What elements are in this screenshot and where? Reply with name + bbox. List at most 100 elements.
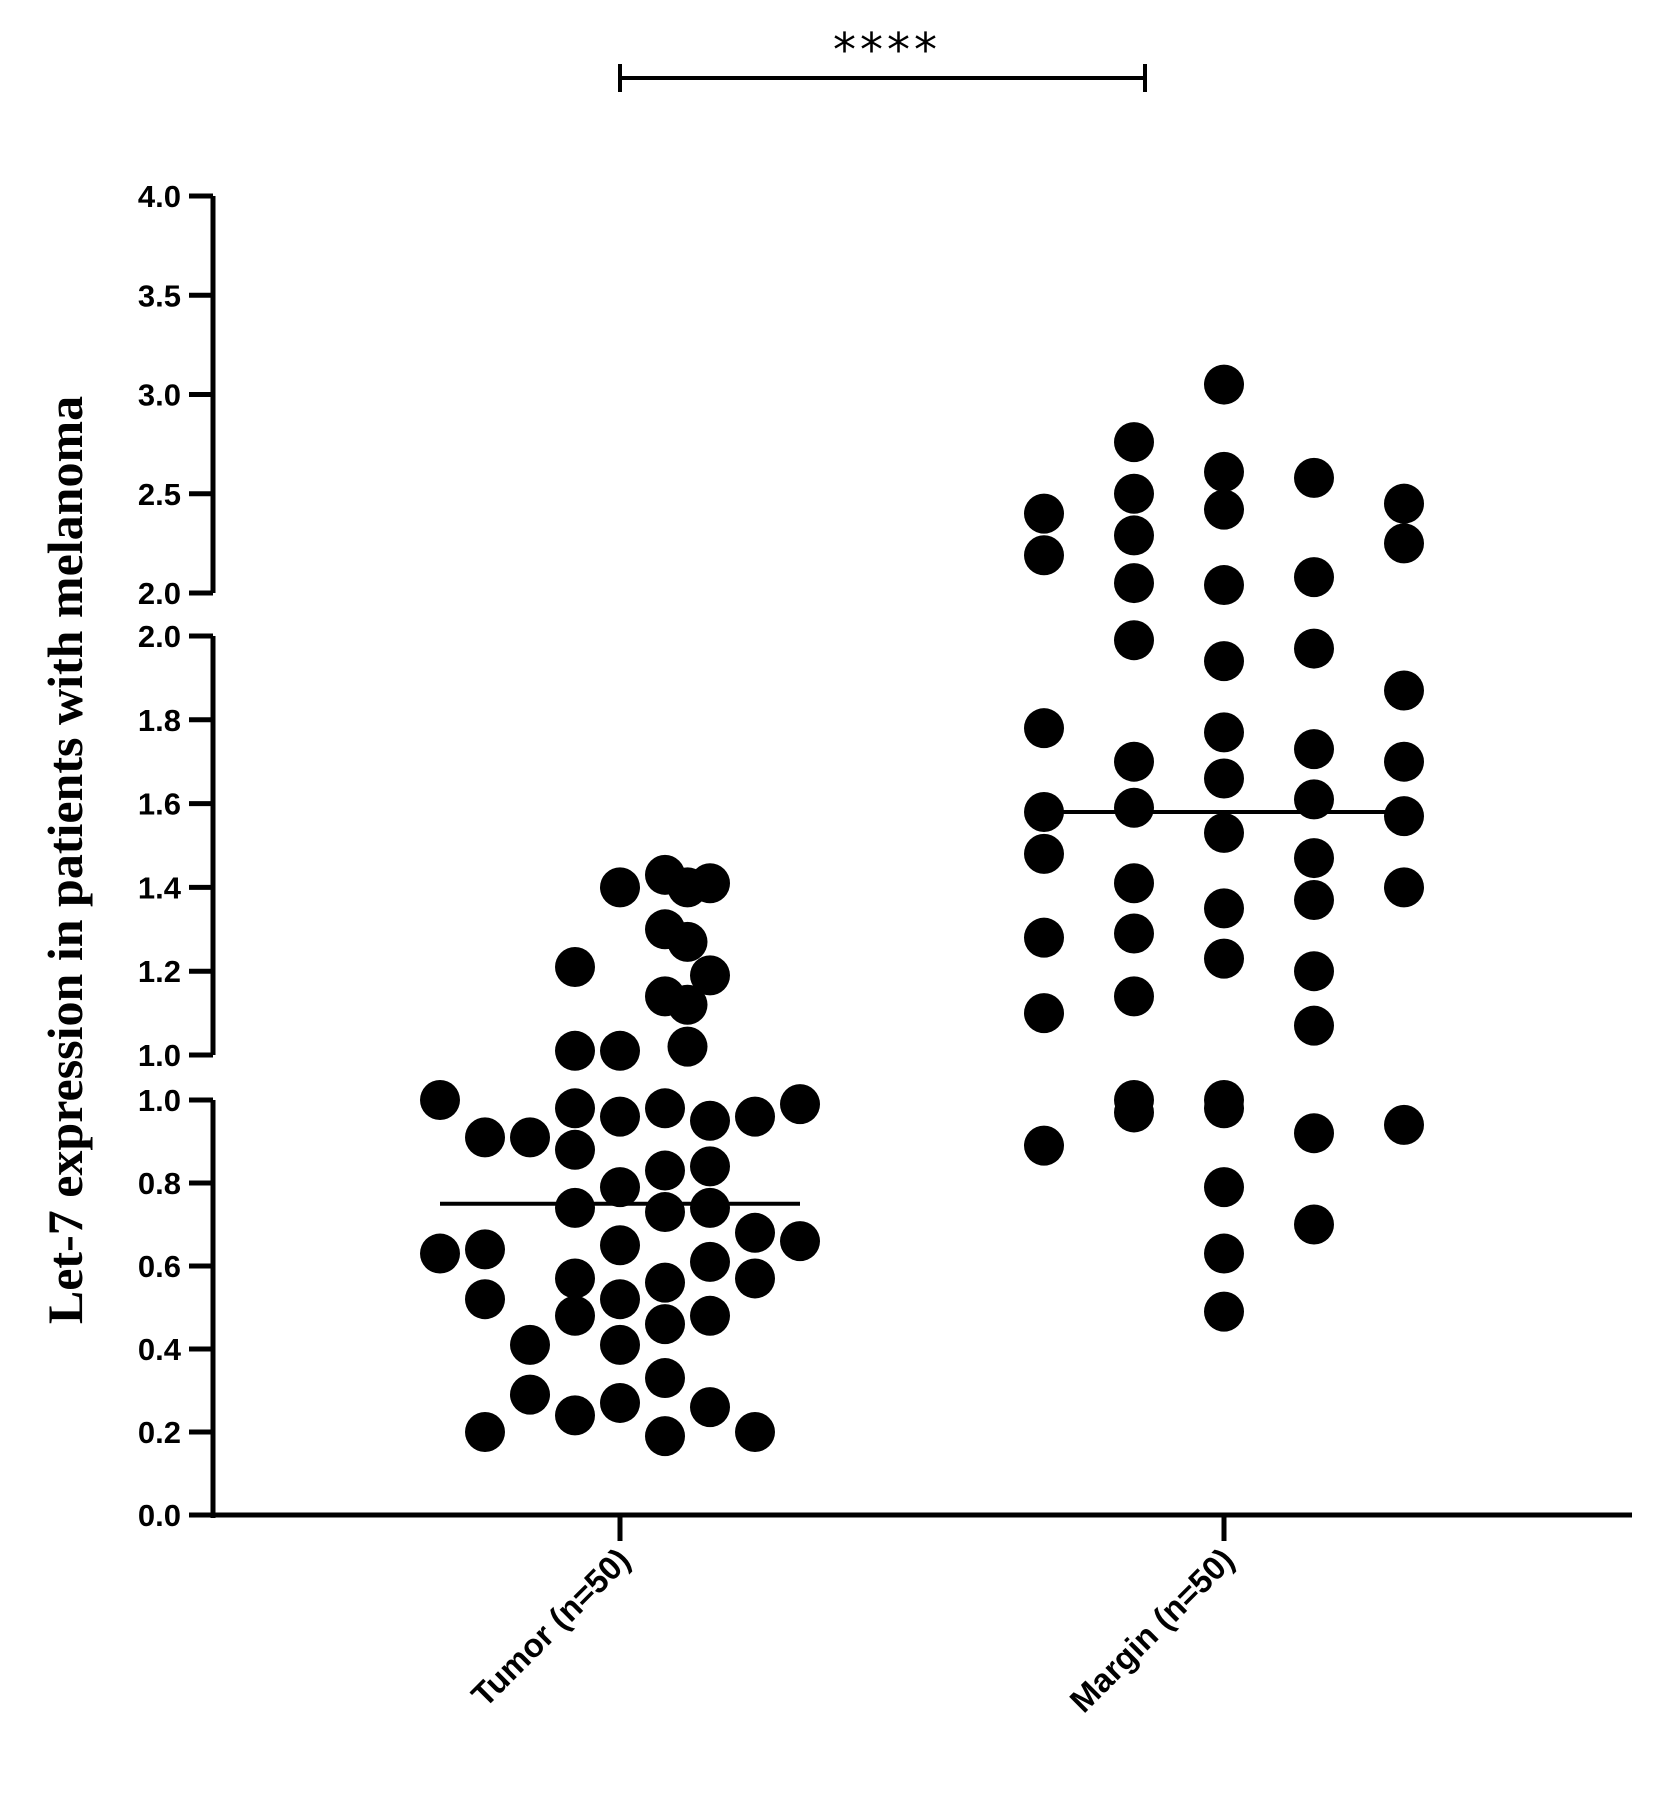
data-point <box>1114 787 1154 828</box>
data-point <box>1204 641 1244 682</box>
data-point <box>510 1117 550 1158</box>
data-point <box>1114 563 1154 604</box>
data-point <box>1384 796 1424 837</box>
data-point <box>600 1030 640 1071</box>
data-point <box>735 1412 775 1452</box>
data-point <box>1294 779 1334 820</box>
data-point <box>1294 879 1334 920</box>
y-ticks: 0.0 0.2 0.4 0.6 0.8 1.0 1.0 1.2 1.4 1.6 1.8 2.0 2.0 2… <box>138 179 213 1533</box>
data-point <box>420 1080 460 1120</box>
data-point <box>600 1279 640 1320</box>
data-point <box>1294 1113 1334 1154</box>
data-point <box>1294 457 1334 498</box>
data-point <box>600 1382 640 1423</box>
data-point <box>1204 489 1244 530</box>
data-point <box>420 1233 460 1274</box>
y-tick-label: 1.8 <box>138 703 181 738</box>
y-tick-label: 3.5 <box>138 278 181 313</box>
data-point <box>735 1212 775 1253</box>
data-point <box>1204 451 1244 492</box>
data-point <box>1114 913 1154 954</box>
axes <box>210 196 1632 1518</box>
data-point <box>1204 565 1244 606</box>
significance-bracket: **** <box>618 23 1147 92</box>
median-lines <box>440 809 1404 1206</box>
y-tick-label: 0.0 <box>138 1498 181 1533</box>
data-point <box>1024 493 1064 534</box>
y-tick-label: 2.0 <box>138 576 181 611</box>
data-point <box>667 984 708 1025</box>
data-point <box>1114 976 1154 1017</box>
y-tick-label: 1.0 <box>138 1083 181 1118</box>
y-tick-label: 0.2 <box>138 1415 181 1450</box>
data-point <box>600 1324 640 1365</box>
data-point <box>1114 473 1154 514</box>
data-point <box>1204 812 1244 853</box>
data-point <box>1384 867 1424 908</box>
data-point <box>1294 628 1334 669</box>
data-point <box>1204 364 1244 405</box>
data-point <box>1114 863 1154 904</box>
data-point <box>1204 938 1244 979</box>
y-tick-label: 3.0 <box>138 378 181 413</box>
significance-label: **** <box>833 23 941 77</box>
data-point <box>510 1374 550 1415</box>
data-point <box>465 1117 505 1158</box>
data-point <box>1204 712 1244 753</box>
y-tick-label: 0.4 <box>138 1332 182 1367</box>
data-point <box>645 1192 685 1233</box>
y-tick-label: 4.0 <box>138 179 181 214</box>
data-point <box>690 1295 730 1336</box>
y-tick-label: 1.0 <box>138 1038 181 1073</box>
data-point <box>555 1395 595 1436</box>
data-point <box>1384 741 1424 782</box>
data-point <box>645 1150 685 1191</box>
data-point <box>1204 1167 1244 1208</box>
y-tick-label: 2.0 <box>138 619 181 654</box>
data-point <box>600 1096 640 1137</box>
data-point <box>1294 1204 1334 1245</box>
data-point <box>667 1026 708 1067</box>
data-point <box>780 1084 820 1125</box>
y-tick-label: 0.8 <box>138 1166 181 1201</box>
data-point <box>1204 1233 1244 1274</box>
data-point <box>555 1295 595 1336</box>
data-point <box>1114 1092 1154 1133</box>
data-point <box>1294 838 1334 879</box>
x-tick-label: Tumor (n=50) <box>464 1541 637 1714</box>
data-point <box>1114 741 1154 782</box>
data-point <box>1024 993 1064 1034</box>
data-point <box>1114 620 1154 661</box>
y-tick-label: 2.5 <box>138 477 181 512</box>
data-point <box>1384 523 1424 564</box>
data-point <box>1024 1125 1064 1166</box>
y-tick-label: 1.4 <box>138 870 182 905</box>
data-point <box>1384 1104 1424 1145</box>
data-point <box>1024 535 1064 576</box>
data-point <box>690 955 730 996</box>
data-point <box>1294 729 1334 770</box>
data-point <box>555 1030 595 1071</box>
data-point <box>465 1279 505 1320</box>
data-point <box>1024 917 1064 958</box>
data-point <box>1204 888 1244 929</box>
data-point <box>1294 557 1334 598</box>
data-point <box>690 1100 730 1141</box>
data-point <box>690 863 730 904</box>
data-point <box>600 1225 640 1266</box>
data-point <box>1024 708 1064 749</box>
data-point <box>555 1129 595 1170</box>
data-point <box>645 1088 685 1129</box>
data-point <box>645 1304 685 1345</box>
data-points <box>420 364 1424 1457</box>
data-point <box>780 1221 820 1262</box>
y-tick-label: 1.2 <box>138 954 181 989</box>
data-point <box>645 1358 685 1399</box>
data-point <box>1384 483 1424 524</box>
data-point <box>1294 951 1334 992</box>
data-point <box>1294 1005 1334 1046</box>
data-point <box>1204 1088 1244 1129</box>
x-tick-label: Margin (n=50) <box>1062 1541 1241 1720</box>
data-point <box>735 1258 775 1299</box>
